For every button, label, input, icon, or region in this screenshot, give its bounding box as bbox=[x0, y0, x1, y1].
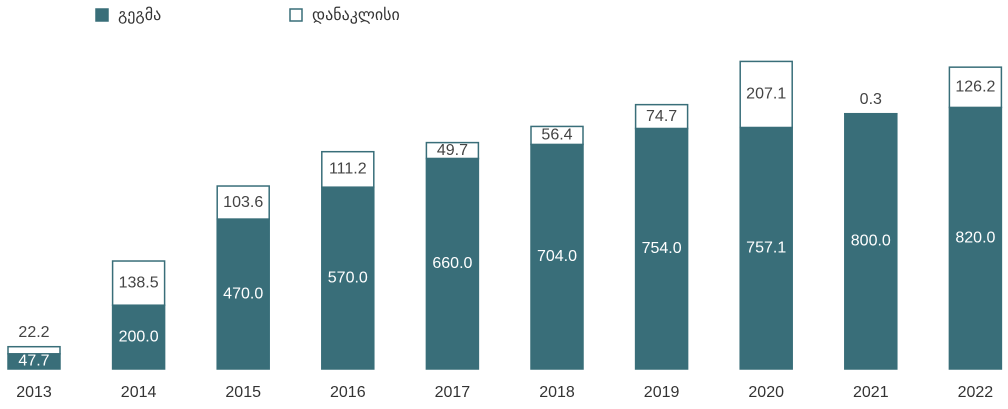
bar-plan bbox=[111, 304, 166, 370]
value-label: 660.0 bbox=[432, 255, 472, 272]
x-tick-label: 2020 bbox=[748, 384, 784, 401]
value-label: 470.0 bbox=[223, 285, 263, 302]
bar-plan bbox=[321, 186, 375, 370]
legend-label: დანაკლისი bbox=[312, 6, 400, 24]
bar-shortfall bbox=[425, 141, 480, 160]
bar-shortfall bbox=[7, 345, 61, 355]
bar-plan bbox=[844, 113, 898, 370]
x-tick-label: 2016 bbox=[330, 384, 366, 401]
value-label: 800.0 bbox=[851, 233, 891, 250]
value-label: 570.0 bbox=[328, 269, 368, 286]
value-label: 74.7 bbox=[646, 108, 677, 125]
x-tick-label: 2022 bbox=[958, 384, 994, 401]
x-tick-label: 2017 bbox=[435, 384, 471, 401]
value-label: 126.2 bbox=[955, 79, 995, 96]
bar-plan bbox=[530, 143, 584, 370]
value-label: 22.2 bbox=[18, 324, 49, 341]
legend-swatch bbox=[95, 8, 109, 22]
value-label: 49.7 bbox=[437, 142, 468, 159]
value-label: 754.0 bbox=[642, 240, 682, 257]
bar-shortfall bbox=[739, 60, 793, 129]
bar-shortfall bbox=[530, 125, 584, 146]
bar-plan bbox=[739, 126, 793, 370]
bar-plan bbox=[216, 218, 270, 370]
legend-swatch bbox=[289, 8, 303, 22]
x-tick-label: 2019 bbox=[644, 384, 680, 401]
x-tick-label: 2015 bbox=[225, 384, 261, 401]
bar-shortfall bbox=[321, 150, 375, 188]
value-label: 111.2 bbox=[329, 161, 367, 178]
bar-shortfall bbox=[111, 260, 166, 306]
value-label: 47.7 bbox=[18, 353, 49, 370]
legend-label: გეგმა bbox=[118, 6, 161, 24]
value-label: 704.0 bbox=[537, 248, 577, 265]
bar-plan bbox=[634, 127, 689, 370]
value-label: 820.0 bbox=[955, 229, 995, 246]
bar-shortfall bbox=[948, 66, 1003, 109]
x-tick-label: 2014 bbox=[121, 384, 157, 401]
value-label: 103.6 bbox=[223, 194, 263, 211]
value-label: 56.4 bbox=[541, 127, 572, 144]
bar-plan bbox=[948, 106, 1003, 370]
bar-shortfall bbox=[634, 103, 689, 130]
value-label: 200.0 bbox=[119, 328, 159, 345]
x-tick-label: 2018 bbox=[539, 384, 575, 401]
value-label: 138.5 bbox=[119, 274, 159, 291]
x-tick-label: 2021 bbox=[853, 384, 889, 401]
bar-plan bbox=[425, 157, 480, 370]
bar-shortfall bbox=[216, 185, 270, 220]
x-tick-label: 2013 bbox=[16, 384, 52, 401]
value-label: 0.3 bbox=[860, 91, 882, 108]
value-label: 207.1 bbox=[746, 86, 786, 103]
value-label: 757.1 bbox=[746, 239, 786, 256]
